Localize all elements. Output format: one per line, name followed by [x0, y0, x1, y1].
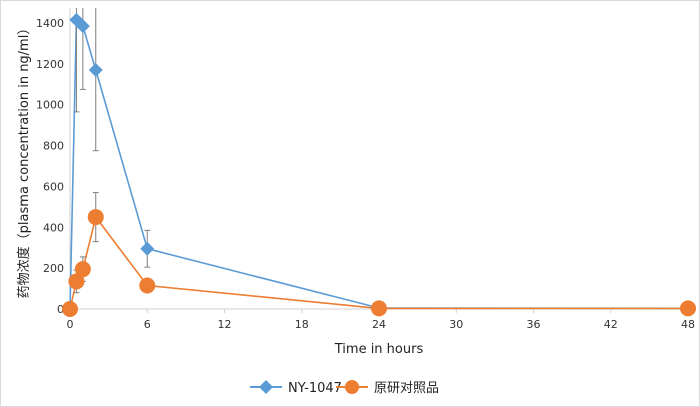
x-tick-label: 6 [144, 318, 151, 331]
data-point[interactable] [371, 300, 387, 317]
x-tick-label: 48 [681, 318, 695, 331]
data-point[interactable] [74, 261, 91, 278]
y-tick-label: 0 [57, 303, 64, 316]
legend-marker-ny-1047 [259, 380, 273, 394]
x-tick-label: 12 [218, 318, 232, 331]
data-point[interactable] [75, 19, 90, 34]
x-tick-label: 42 [604, 318, 618, 331]
data-point[interactable] [140, 241, 155, 256]
legend-label-ny-1047: NY-1047 [288, 381, 342, 396]
y-tick-label: 600 [43, 180, 64, 193]
x-axis-title: Time in hours [334, 342, 424, 357]
y-axis-ticks: 0 200 400 600 800 1000 1200 1400 [36, 17, 64, 316]
x-tick-label: 0 [67, 318, 74, 331]
legend: NY-1047 原研对照品 [250, 380, 439, 396]
y-tick-label: 400 [43, 221, 64, 234]
y-tick-label: 200 [43, 262, 64, 275]
data-point[interactable] [139, 277, 156, 294]
data-point[interactable] [68, 273, 85, 290]
legend-label-reference: 原研对照品 [374, 381, 439, 396]
data-point[interactable] [62, 301, 78, 317]
series-1 [62, 192, 696, 317]
data-point[interactable] [88, 62, 103, 77]
plot-area: 0 200 400 600 800 1000 1200 1400 0 6 12 18 24 30 36 42… [36, 8, 696, 331]
x-tick-label: 18 [295, 318, 309, 331]
y-axis-title: 药物浓度（plasma concentration in ng/ml） [16, 22, 32, 299]
data-point[interactable] [87, 209, 104, 226]
y-tick-label: 1400 [36, 17, 64, 30]
x-tick-label: 36 [527, 318, 541, 331]
x-tick-label: 24 [372, 318, 386, 331]
legend-marker-reference [345, 380, 359, 394]
y-tick-label: 800 [43, 140, 64, 153]
y-tick-label: 1200 [36, 58, 64, 71]
series-layer [62, 8, 696, 317]
legend-item-reference[interactable]: 原研对照品 [336, 380, 439, 396]
y-tick-label: 1000 [36, 99, 64, 112]
data-point[interactable] [680, 300, 696, 317]
x-tick-label: 30 [449, 318, 463, 331]
x-axis-ticks: 0 6 12 18 24 30 36 42 48 [67, 309, 695, 331]
legend-item-ny-1047[interactable]: NY-1047 [250, 380, 342, 396]
